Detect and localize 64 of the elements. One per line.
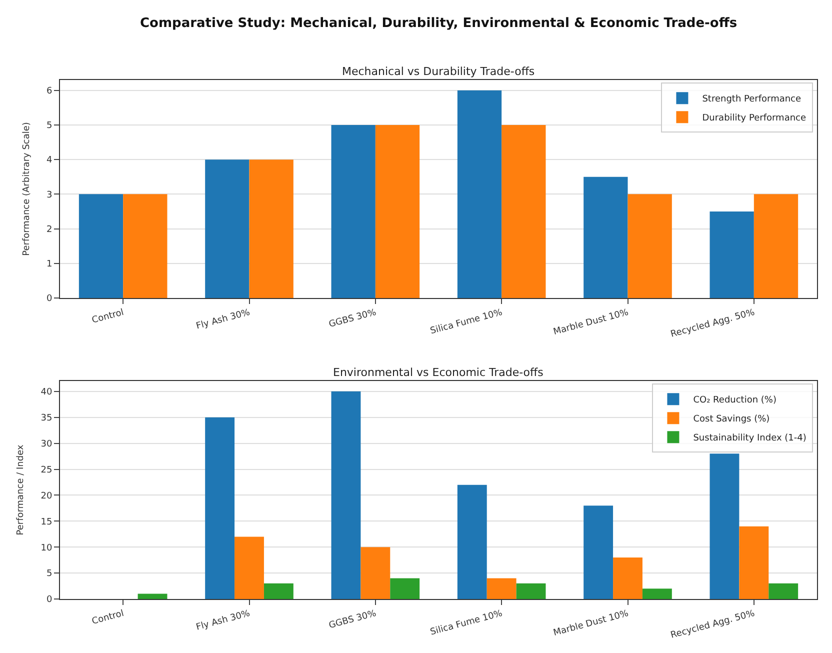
legend-label: CO₂ Reduction (%) xyxy=(693,396,776,406)
x-tick-label: Silica Fume 10% xyxy=(429,608,504,638)
y-tick-label: 30 xyxy=(40,439,52,450)
y-tick-label: 0 xyxy=(46,294,52,304)
x-tick-label: GGBS 30% xyxy=(328,308,378,330)
chart-title: Mechanical vs Durability Trade-offs xyxy=(342,65,535,78)
bar xyxy=(234,536,264,599)
bar xyxy=(502,124,546,298)
legend-label: Cost Savings (%) xyxy=(693,414,770,425)
y-tick-label: 5 xyxy=(46,569,52,580)
bar xyxy=(768,583,798,599)
legend-label: Strength Performance xyxy=(702,94,802,105)
bar xyxy=(516,583,546,599)
y-tick-label: 10 xyxy=(40,543,52,554)
bar xyxy=(457,484,487,599)
x-tick-label: Marble Dust 10% xyxy=(552,308,630,338)
y-axis-title: Performance (Arbitrary Scale) xyxy=(22,122,32,256)
y-tick-label: 6 xyxy=(46,86,52,97)
bar xyxy=(754,194,798,298)
bar xyxy=(390,578,420,599)
x-tick-label: Control xyxy=(90,608,126,627)
bar xyxy=(375,124,420,298)
bar xyxy=(584,506,614,599)
y-tick-label: 40 xyxy=(40,388,52,398)
y-tick-label: 1 xyxy=(46,260,52,270)
text: Comparative Study: Mechanical, Durability, Environmental & Economic Trade-offs xyxy=(140,16,738,31)
y-tick-label: 0 xyxy=(46,595,52,606)
x-tick-label: Silica Fume 10% xyxy=(429,308,504,337)
bar xyxy=(739,526,769,599)
bar xyxy=(331,391,361,599)
bar xyxy=(78,194,124,298)
bar xyxy=(360,547,390,599)
bar xyxy=(331,124,376,298)
bar xyxy=(264,583,294,599)
y-tick-label: 25 xyxy=(40,465,52,476)
bar xyxy=(123,194,168,298)
legend-label: Durability Performance xyxy=(702,114,806,124)
legend-label: Sustainability Index (1-4) xyxy=(693,434,806,444)
y-tick-label: 5 xyxy=(46,121,52,132)
x-tick-label: GGBS 30% xyxy=(328,608,378,632)
bar xyxy=(205,160,250,298)
bar xyxy=(710,211,754,298)
chart-title: Environmental vs Economic Trade-offs xyxy=(333,366,544,379)
x-tick-label: Marble Dust 10% xyxy=(552,608,630,639)
bar xyxy=(138,594,168,599)
bar xyxy=(486,578,516,599)
y-tick-label: 20 xyxy=(40,491,52,502)
y-axis-title: Performance / Index xyxy=(16,444,26,536)
y-tick-label: 4 xyxy=(46,156,52,166)
y-tick-label: 35 xyxy=(40,414,52,424)
bar xyxy=(628,194,672,298)
bar xyxy=(613,557,642,599)
x-tick-label: Control xyxy=(90,308,126,326)
bar xyxy=(584,176,628,298)
bar xyxy=(205,417,235,599)
y-tick-label: 2 xyxy=(46,224,52,235)
bar xyxy=(710,454,740,599)
y-tick-label: 15 xyxy=(40,517,52,528)
x-tick-label: Fly Ash 30% xyxy=(195,608,252,633)
bar xyxy=(249,160,294,298)
x-tick-label: Fly Ash 30% xyxy=(195,308,252,332)
y-tick-label: 3 xyxy=(46,190,52,200)
bar xyxy=(457,90,502,298)
bar xyxy=(642,588,672,599)
